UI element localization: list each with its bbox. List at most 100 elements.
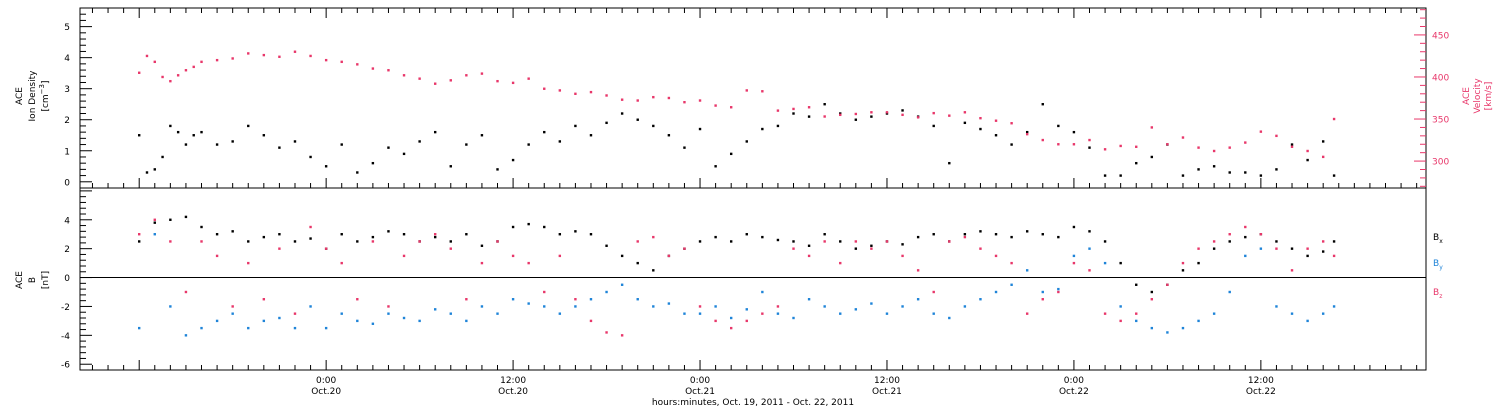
bz-point: [558, 254, 562, 258]
density-point: [1244, 171, 1247, 174]
date-tick-label: Oct.22: [1059, 387, 1089, 397]
bx-point: [698, 240, 702, 243]
velocity-point: [356, 63, 359, 66]
density-point: [1135, 161, 1138, 165]
bx-point: [1010, 235, 1013, 239]
by-point: [1057, 287, 1060, 291]
bz-point: [776, 305, 780, 308]
by-point: [418, 319, 421, 323]
by-point: [480, 305, 484, 308]
density-point: [153, 168, 156, 171]
by-point: [1212, 312, 1216, 315]
by-point: [979, 298, 982, 301]
velocity-point: [1306, 149, 1309, 153]
bz-point: [901, 254, 904, 258]
bz-point: [231, 305, 234, 308]
density-point: [605, 121, 608, 125]
density-point: [1332, 174, 1336, 177]
by-point: [994, 290, 998, 294]
bz-point: [683, 247, 686, 250]
bx-point: [792, 240, 795, 243]
density-point: [543, 130, 546, 134]
velocity-point: [558, 89, 562, 92]
by-point: [839, 312, 842, 315]
legend-subscript: z: [1439, 293, 1442, 300]
density-point: [807, 115, 811, 118]
velocity-point: [192, 65, 195, 69]
velocity-point: [1072, 143, 1076, 146]
bz-point: [574, 298, 577, 301]
density-point: [1025, 130, 1029, 134]
bz-point: [309, 225, 312, 229]
bz-point: [1228, 233, 1231, 236]
bz-point: [137, 233, 141, 236]
bx-point: [1212, 247, 1216, 250]
by-point: [714, 305, 717, 308]
velocity-tick-label: 350: [1432, 116, 1449, 126]
bz-point: [714, 319, 717, 323]
velocity-point: [153, 60, 156, 64]
by-point: [371, 322, 375, 325]
by-point: [1119, 305, 1122, 308]
velocity-point: [161, 75, 164, 79]
velocity-point: [745, 89, 748, 92]
by-point: [324, 326, 328, 330]
velocity-axis: 300 350 400 450: [1414, 9, 1449, 187]
bx-point: [371, 235, 375, 239]
by-point: [901, 305, 904, 308]
density-unit-exponent: −3: [38, 84, 46, 94]
density-point: [979, 127, 982, 131]
velocity-point: [948, 114, 951, 117]
by-point: [667, 302, 671, 305]
density-point: [683, 146, 686, 149]
bx-point: [1244, 235, 1247, 239]
density-point: [932, 124, 935, 128]
velocity-point: [1103, 148, 1107, 151]
bx-point: [932, 233, 935, 236]
bx-point: [1150, 290, 1154, 294]
b-field-axis-label: ACE B [nT]: [15, 271, 51, 289]
density-tick-label: 2: [64, 116, 70, 126]
bz-point: [807, 254, 811, 258]
bx-point: [1181, 269, 1185, 272]
bz-point: [1321, 240, 1325, 243]
velocity-point: [1150, 126, 1154, 129]
bx-point: [511, 225, 515, 229]
by-point: [262, 319, 266, 323]
density-point: [823, 103, 826, 106]
velocity-point: [169, 79, 172, 83]
density-point: [137, 134, 141, 137]
by-point: [511, 298, 515, 301]
bz-point: [1010, 261, 1013, 265]
velocity-axis-label: ACE Velocity [km/s]: [1462, 78, 1494, 114]
velocity-point: [1181, 136, 1185, 139]
density-point: [200, 130, 203, 134]
by-point: [169, 305, 172, 308]
velocity-point: [667, 96, 671, 100]
time-tick-label: 0:00: [1064, 376, 1084, 386]
by-point: [1321, 312, 1325, 315]
bz-point: [1332, 254, 1336, 258]
bx-point: [636, 261, 639, 265]
bx-point: [1072, 225, 1076, 229]
bz-point: [1290, 269, 1294, 272]
density-point: [963, 121, 967, 125]
b-axis-title-2: B: [28, 277, 38, 283]
bz-point: [932, 290, 935, 294]
bx-point: [200, 225, 203, 229]
bz-point: [885, 240, 889, 243]
bz-point: [1057, 290, 1060, 294]
density-point: [176, 130, 180, 134]
density-point: [854, 118, 858, 121]
velocity-point: [761, 90, 764, 93]
by-point: [1228, 290, 1231, 294]
velocity-point: [932, 111, 935, 115]
by-point: [1259, 247, 1263, 250]
by-point: [278, 316, 281, 320]
by-point: [340, 312, 343, 315]
velocity-point: [1228, 146, 1231, 149]
density-point: [1150, 155, 1154, 159]
bx-point: [854, 247, 858, 250]
density-point: [948, 161, 951, 165]
velocity-point: [200, 60, 203, 64]
